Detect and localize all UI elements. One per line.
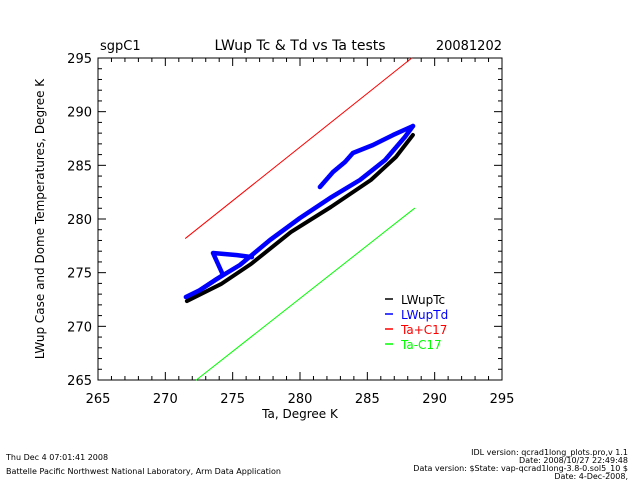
y-tick-label: 285 bbox=[67, 159, 92, 174]
x-tick-label: 285 bbox=[355, 392, 380, 407]
x-tick-label: 295 bbox=[490, 392, 515, 407]
series-line-ta-c17 bbox=[195, 207, 415, 381]
series-line-ta-c17 bbox=[185, 57, 413, 239]
footer-data-version: Data version: $State: vap-qcrad1long-3.8… bbox=[413, 464, 628, 473]
footer-data-date: Date: 4-Dec-2008, bbox=[554, 472, 628, 481]
series-line-lwuptc bbox=[184, 133, 415, 304]
legend-label: LWupTd bbox=[401, 308, 448, 322]
legend-label: LWupTc bbox=[401, 293, 445, 307]
series-line-lwuptd bbox=[197, 250, 255, 293]
y-tick-label: 280 bbox=[67, 213, 92, 228]
site-label: sgpC1 bbox=[100, 39, 141, 54]
x-tick-label: 290 bbox=[422, 392, 447, 407]
footer-idl-version: IDL version: qcrad1long_plots.pro,v 1.1 bbox=[471, 448, 628, 457]
legend-label: Ta-C17 bbox=[400, 338, 442, 352]
y-tick-label: 265 bbox=[67, 374, 92, 389]
chart-title: LWup Tc & Td vs Ta tests bbox=[214, 38, 385, 54]
x-tick-label: 275 bbox=[220, 392, 245, 407]
legend-label: Ta+C17 bbox=[400, 323, 447, 337]
y-axis-label: LWup Case and Dome Temperatures, Degree … bbox=[33, 78, 47, 359]
x-tick-label: 265 bbox=[86, 392, 111, 407]
y-tick-label: 290 bbox=[67, 106, 92, 121]
footer-organization: Battelle Pacific Northwest National Labo… bbox=[6, 467, 281, 476]
x-axis-label: Ta, Degree K bbox=[261, 407, 339, 421]
x-tick-label: 270 bbox=[153, 392, 178, 407]
footer-idl-date: Date: 2008/10/27 22:49:48 bbox=[519, 456, 628, 465]
y-tick-label: 275 bbox=[67, 267, 92, 282]
date-label: 20081202 bbox=[436, 39, 502, 54]
x-tick-label: 280 bbox=[288, 392, 313, 407]
footer-timestamp: Thu Dec 4 07:01:41 2008 bbox=[6, 453, 109, 462]
y-tick-label: 295 bbox=[67, 52, 92, 67]
y-tick-label: 270 bbox=[67, 320, 92, 335]
series-line-lwuptd bbox=[317, 123, 416, 190]
